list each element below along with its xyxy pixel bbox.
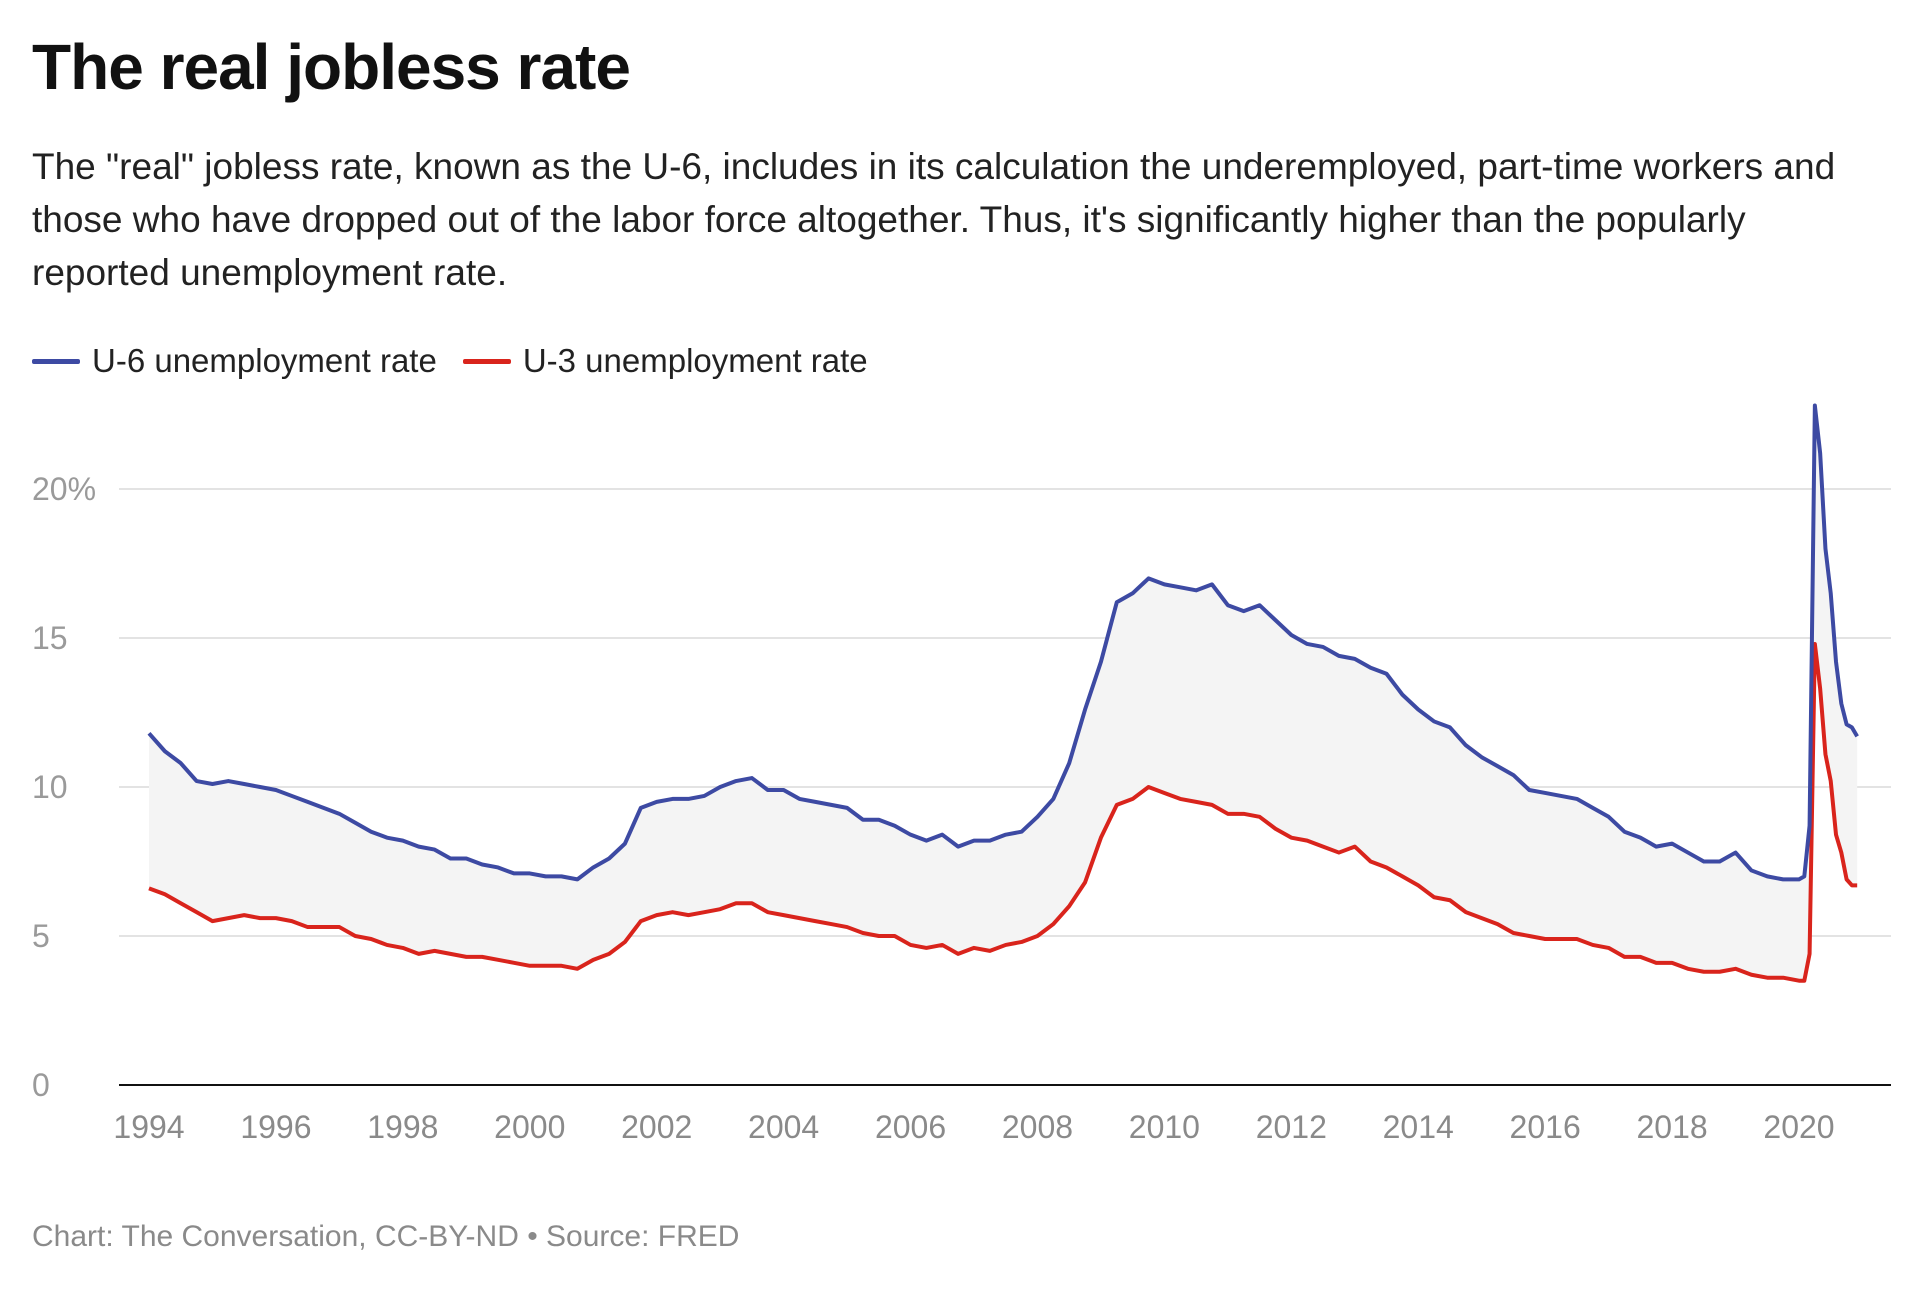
chart-subtitle: The "real" jobless rate, known as the U-… (32, 146, 1836, 293)
x-tick-label: 2014 (1383, 1109, 1454, 1145)
legend-label-u3: U-3 unemployment rate (522, 342, 868, 379)
legend-label-u6: U-6 unemployment rate (92, 342, 437, 379)
u6-series-line (147, 403, 1859, 882)
y-tick-label: 0 (32, 1067, 50, 1103)
x-tick-label: 2006 (875, 1109, 946, 1145)
legend-swatch-u3 (462, 358, 511, 364)
y-tick-label: 5 (32, 918, 50, 954)
x-tick-label: 2008 (1002, 1109, 1073, 1145)
x-tick-label: 2004 (748, 1109, 819, 1145)
x-tick-label: 2000 (494, 1109, 565, 1145)
legend: U-6 unemployment rate U-3 unemployment r… (32, 342, 868, 380)
legend-swatch-u6 (32, 358, 80, 364)
x-tick-label: 2018 (1636, 1109, 1707, 1145)
x-tick-label: 2020 (1763, 1109, 1834, 1145)
y-tick-label: 10 (32, 769, 68, 805)
x-tick-label: 2012 (1256, 1109, 1327, 1145)
legend-item-u6: U-6 unemployment rate (32, 342, 437, 380)
chart-footer: Chart: The Conversation, CC-BY-ND • Sour… (32, 1220, 740, 1253)
x-tick-label: 1996 (240, 1109, 311, 1145)
u3-series-line (148, 641, 1858, 983)
chart-title: The real jobless rate (32, 31, 631, 103)
shaded-gap-area (149, 405, 1858, 981)
x-tick-label: 1998 (367, 1109, 438, 1145)
x-tick-label: 2010 (1129, 1109, 1200, 1145)
x-tick-label: 2002 (621, 1109, 692, 1145)
x-tick-label: 1994 (113, 1109, 184, 1145)
x-tick-label: 2016 (1510, 1109, 1581, 1145)
y-tick-label: 20% (32, 471, 96, 507)
legend-item-u3: U-3 unemployment rate (462, 342, 868, 380)
y-tick-label: 15 (32, 620, 68, 656)
